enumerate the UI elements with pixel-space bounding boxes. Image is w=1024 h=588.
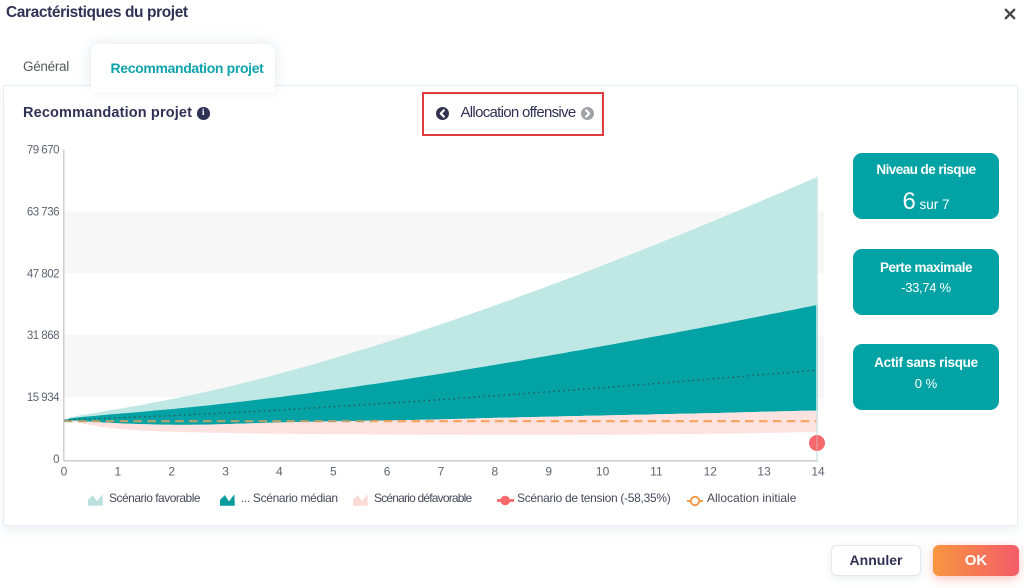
- svg-text:10: 10: [596, 465, 610, 479]
- svg-text:4: 4: [276, 465, 283, 479]
- svg-text:2: 2: [168, 465, 175, 479]
- svg-text:79 670: 79 670: [27, 145, 59, 157]
- svg-text:12: 12: [704, 465, 718, 479]
- svg-text:6: 6: [384, 465, 391, 479]
- svg-text:0: 0: [53, 454, 59, 466]
- svg-text:31 868: 31 868: [27, 330, 59, 342]
- svg-text:7: 7: [438, 465, 445, 479]
- svg-text:0: 0: [61, 465, 68, 479]
- svg-text:8: 8: [492, 465, 499, 479]
- svg-text:13: 13: [757, 465, 771, 479]
- svg-text:14: 14: [811, 465, 825, 479]
- svg-text:5: 5: [330, 465, 337, 479]
- svg-text:1: 1: [115, 465, 122, 479]
- svg-text:63 736: 63 736: [27, 206, 59, 218]
- svg-text:11: 11: [650, 465, 663, 479]
- svg-text:3: 3: [222, 465, 229, 479]
- svg-text:9: 9: [545, 465, 552, 479]
- svg-text:15 934: 15 934: [27, 392, 60, 404]
- svg-text:47 802: 47 802: [27, 268, 59, 280]
